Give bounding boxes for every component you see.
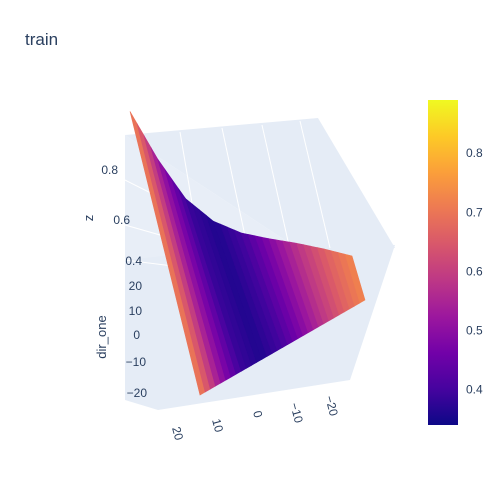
x-tick: −20	[322, 394, 341, 418]
y-tick: −20	[127, 386, 148, 400]
z-tick: 0.8	[101, 163, 118, 177]
z-tick: 0.4	[125, 254, 142, 268]
scene-3d	[125, 111, 395, 410]
x-tick: −10	[287, 401, 306, 425]
z-axis-label: z	[81, 215, 96, 222]
colorbar-ticks: 0.4 0.5 0.6 0.7 0.8	[466, 146, 483, 396]
y-tick: 10	[129, 304, 143, 318]
y-tick: 20	[129, 279, 143, 293]
colorbar-tick: 0.6	[466, 264, 483, 278]
colorbar-tick: 0.8	[466, 146, 483, 160]
x-tick: 0	[250, 409, 265, 419]
colorbar-tick: 0.7	[466, 205, 483, 219]
y-tick: −10	[126, 355, 147, 369]
colorbar-tick: 0.5	[466, 323, 483, 337]
chart-title: train	[25, 30, 58, 49]
colorbar-tick: 0.4	[466, 383, 483, 397]
y-axis-label: dir_one	[94, 315, 109, 358]
y-tick: 0	[133, 328, 140, 342]
x-tick: 10	[209, 417, 226, 434]
colorbar-bar	[428, 100, 458, 425]
z-tick: 0.6	[113, 213, 130, 227]
x-tick: 20	[169, 425, 186, 442]
colorbar: 0.4 0.5 0.6 0.7 0.8	[428, 100, 483, 425]
